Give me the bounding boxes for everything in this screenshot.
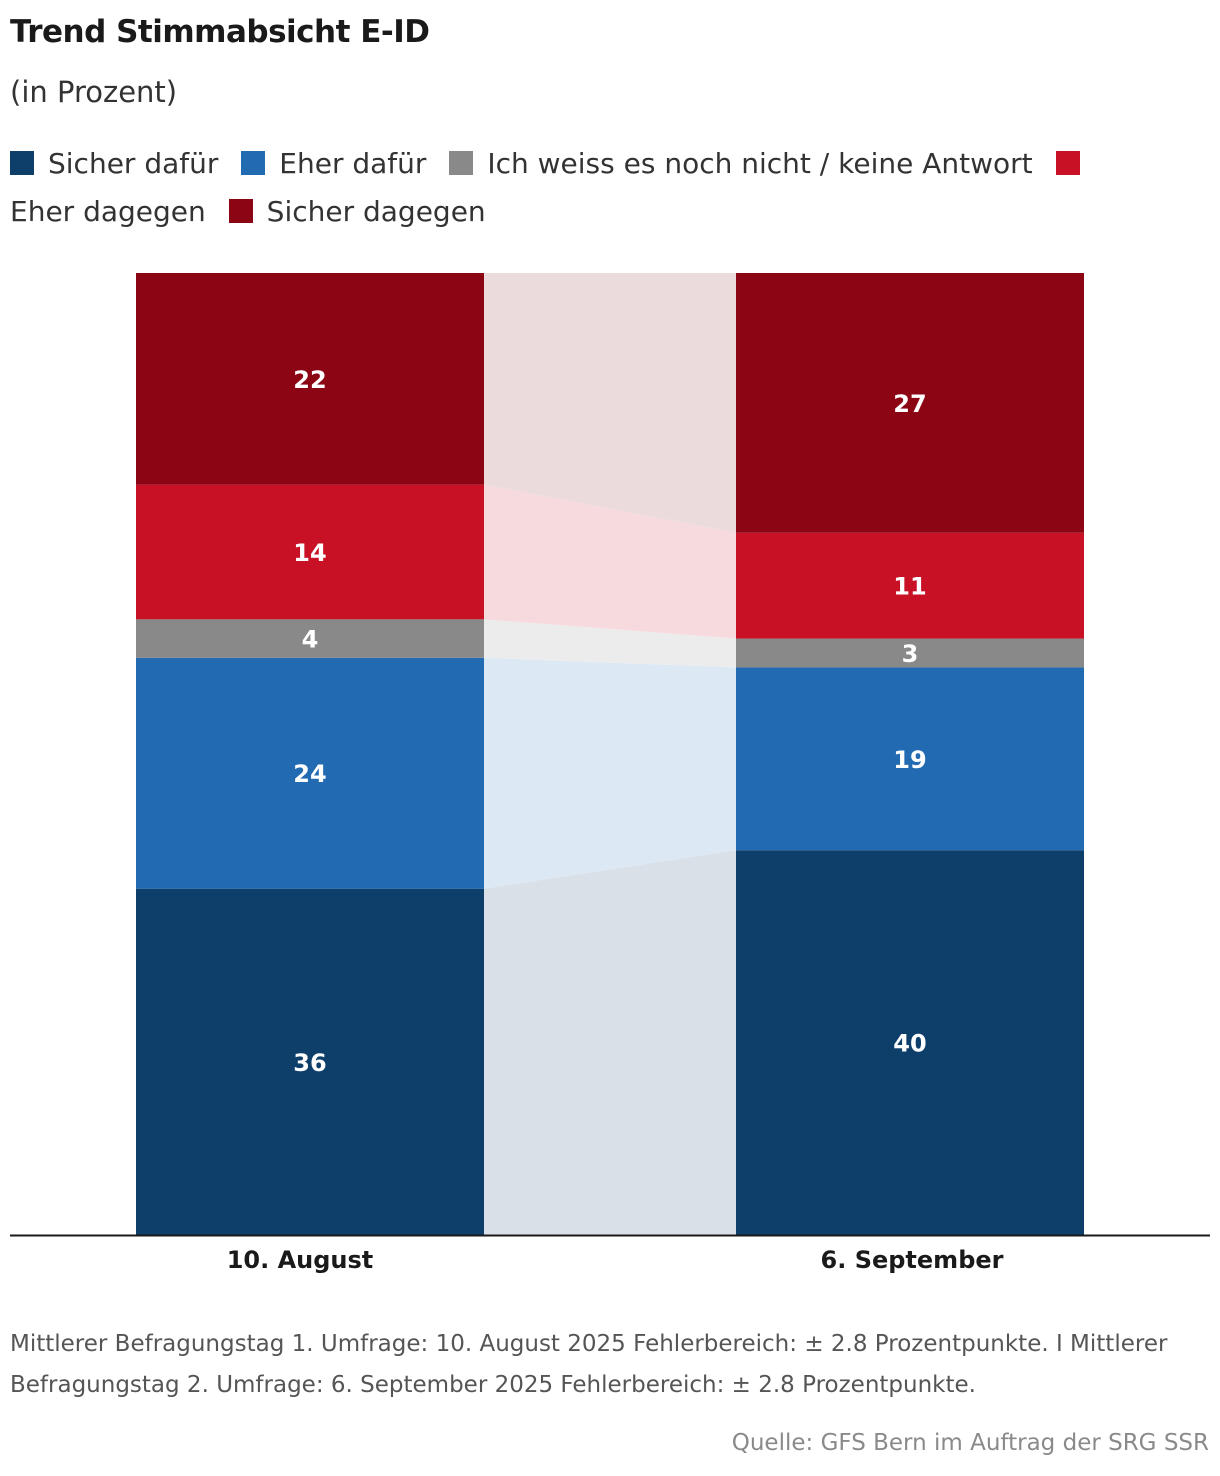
bar-segment bbox=[736, 532, 1084, 639]
flow-band bbox=[484, 850, 736, 1235]
legend-swatch bbox=[1055, 151, 1080, 175]
bar-segment bbox=[736, 667, 1084, 851]
footnote: Mittlerer Befragungstag 1. Umfrage: 10. … bbox=[10, 1331, 1168, 1398]
bar-segment bbox=[136, 657, 484, 889]
bar-segment bbox=[136, 619, 484, 658]
legend-item-eher-dagegen: Eher dagegen bbox=[10, 147, 1094, 228]
source-note: Quelle: GFS Bern im Auftrag der SRG SSR bbox=[731, 1430, 1209, 1456]
legend-item-sicher-dafuer: Sicher dafür bbox=[10, 147, 218, 180]
flow-band bbox=[484, 657, 736, 889]
bar-segment bbox=[136, 484, 484, 620]
legend-item-eher-dafuer: Eher dafür bbox=[241, 147, 426, 180]
legend-item-sicher-dagegen: Sicher dagegen bbox=[228, 195, 486, 228]
legend-swatch bbox=[241, 151, 266, 175]
data-label: 24 bbox=[293, 760, 326, 788]
bar-segment bbox=[736, 273, 1084, 533]
data-label: 19 bbox=[893, 746, 926, 774]
legend-swatch bbox=[228, 199, 253, 223]
data-label: 14 bbox=[293, 539, 326, 567]
bar-segment bbox=[736, 850, 1084, 1235]
legend-label: Sicher dafür bbox=[48, 147, 219, 180]
flow-band bbox=[484, 484, 736, 639]
bar-segment bbox=[736, 638, 1084, 668]
data-label: 11 bbox=[893, 573, 926, 601]
data-label: 27 bbox=[893, 390, 926, 418]
legend-label: Eher dafür bbox=[279, 147, 427, 180]
data-label: 40 bbox=[893, 1030, 926, 1058]
legend-swatch bbox=[10, 151, 34, 175]
flow-band bbox=[484, 619, 736, 668]
chart-title: Trend Stimmabsicht E-ID bbox=[10, 14, 430, 50]
legend-label: Eher dagegen bbox=[10, 195, 206, 228]
flow-band bbox=[484, 273, 736, 533]
bar-segment bbox=[136, 888, 484, 1235]
legend-swatch bbox=[449, 151, 474, 175]
legend-item-weiss-nicht: Ich weiss es noch nicht / keine Antwort bbox=[449, 147, 1033, 180]
legend-label: Sicher dagegen bbox=[266, 195, 486, 228]
x-tick-label: 6. September bbox=[821, 1246, 1004, 1274]
data-label: 22 bbox=[293, 366, 326, 394]
data-label: 3 bbox=[902, 640, 919, 668]
legend: Sicher dafür Eher dafür Ich weiss es noc… bbox=[10, 140, 1140, 236]
bar-segment bbox=[136, 273, 484, 485]
stacked-bar-chart: 36 24 4 14 22 10. August 40 19 3 11 27 6. September bbox=[10, 273, 1210, 1274]
legend-label: Ich weiss es noch nicht / keine Antwort bbox=[487, 147, 1033, 180]
data-label: 36 bbox=[293, 1049, 326, 1077]
data-label: 4 bbox=[302, 626, 319, 654]
x-tick-label: 10. August bbox=[227, 1246, 374, 1274]
chart-subtitle: (in Prozent) bbox=[10, 75, 178, 109]
